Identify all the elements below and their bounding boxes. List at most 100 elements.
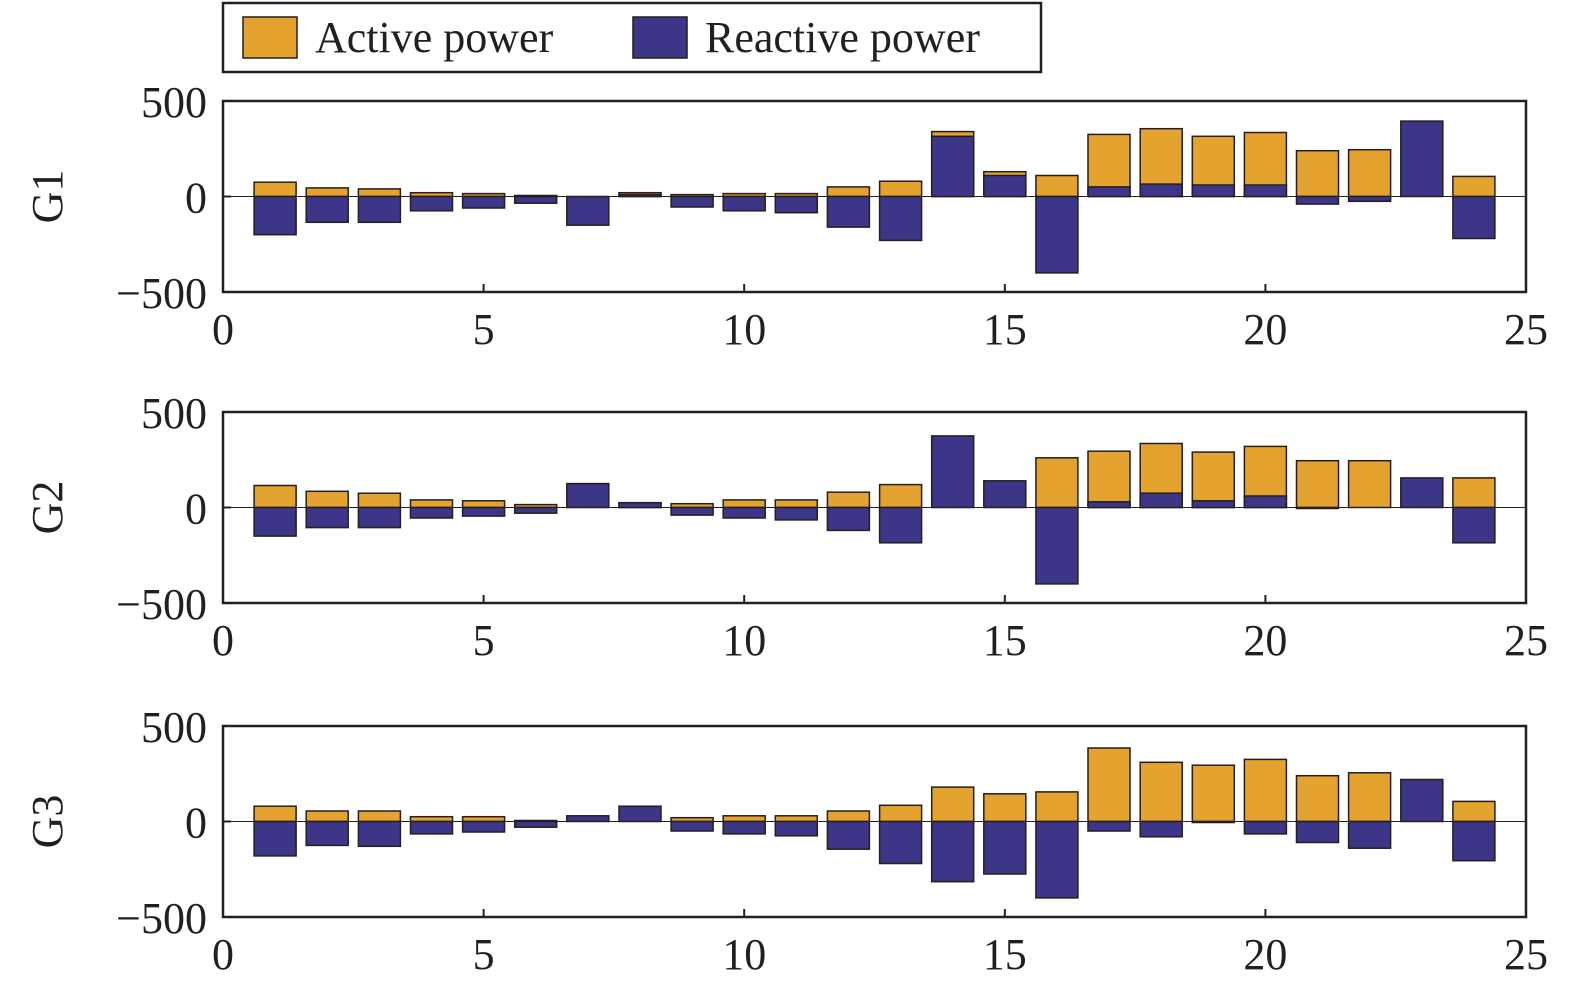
bar-reactive-g1-18	[1139, 183, 1183, 198]
bar-reactive-g2-14	[930, 435, 975, 509]
bar-reactive-g1-6	[513, 195, 558, 204]
bar-reactive-g2-10	[722, 506, 766, 519]
xtick-label: 0	[212, 305, 234, 354]
xtick-label: 5	[473, 305, 495, 354]
bar-active-g2-3	[357, 492, 402, 509]
bar-reactive-g3-10	[722, 820, 766, 835]
bar-reactive-g3-17	[1087, 820, 1131, 832]
bar-reactive-g1-7	[566, 195, 610, 226]
bar-reactive-g1-15	[983, 174, 1027, 198]
bar-active-g2-5	[461, 500, 506, 509]
bar-active-g2-12	[826, 491, 871, 509]
legend-frame	[221, 1, 1043, 74]
bar-active-g3-2	[305, 810, 349, 823]
xtick-label: 5	[473, 616, 495, 665]
bar-active-g3-15	[983, 793, 1027, 823]
bar-active-g3-3	[357, 810, 402, 823]
bar-reactive-g3-21	[1295, 820, 1340, 844]
bar-active-g3-22	[1347, 772, 1392, 823]
bar-reactive-g2-19	[1191, 500, 1236, 509]
bar-active-g3-11	[774, 815, 819, 823]
bar-reactive-g1-4	[409, 195, 454, 212]
bar-reactive-g3-4	[409, 820, 454, 835]
ytick-label: −500	[116, 269, 207, 318]
bar-active-g3-20	[1243, 758, 1288, 823]
bar-active-g3-21	[1295, 774, 1340, 823]
xtick-label: 25	[1504, 930, 1548, 979]
xtick-label: 15	[983, 616, 1027, 665]
bar-reactive-g1-22	[1347, 195, 1392, 203]
bar-reactive-g3-23	[1400, 778, 1444, 823]
bar-reactive-g2-1	[253, 506, 297, 537]
legend-label-active-power: Active power	[315, 13, 554, 62]
xtick-label: 25	[1504, 616, 1548, 665]
ytick-label: 0	[185, 485, 207, 534]
bar-active-g3-1	[253, 805, 297, 823]
bar-reactive-g1-12	[826, 195, 871, 228]
bar-reactive-g2-6	[513, 506, 558, 514]
series-reactive-power-g2	[253, 435, 1496, 585]
xtick-label: 10	[722, 305, 766, 354]
bar-reactive-g1-1	[253, 195, 297, 236]
bar-reactive-g3-8	[618, 805, 662, 823]
series-active-power-g2	[253, 442, 1496, 509]
bar-reactive-g3-7	[566, 815, 610, 823]
bar-active-g3-14	[930, 786, 975, 823]
xtick-label: 20	[1243, 616, 1287, 665]
bar-active-g3-19	[1191, 764, 1236, 823]
legend-label-reactive-power: Reactive power	[705, 13, 980, 62]
bar-reactive-g3-12	[826, 820, 871, 850]
bar-reactive-g3-11	[774, 820, 819, 837]
bar-reactive-g3-13	[878, 820, 923, 865]
bar-reactive-g3-1	[253, 820, 297, 857]
bar-active-g3-12	[826, 810, 871, 823]
bar-reactive-g3-9	[670, 820, 714, 832]
bar-reactive-g3-22	[1347, 820, 1392, 849]
bar-active-g1-12	[826, 186, 871, 198]
legend-swatch-reactive-power	[632, 16, 688, 59]
bar-reactive-g2-4	[409, 506, 454, 519]
bar-reactive-g3-5	[461, 820, 506, 833]
bar-active-g2-4	[409, 499, 454, 509]
bar-active-g1-3	[357, 188, 402, 198]
xtick-label: 10	[722, 930, 766, 979]
bar-active-g3-24	[1452, 800, 1496, 823]
series-active-power-g1	[253, 127, 1496, 198]
bar-active-g3-13	[878, 804, 923, 823]
bar-reactive-g2-20	[1243, 495, 1288, 509]
bar-reactive-g3-15	[983, 820, 1027, 875]
bar-reactive-g1-2	[305, 195, 349, 224]
xtick-label: 20	[1243, 930, 1287, 979]
xtick-label: 15	[983, 930, 1027, 979]
ytick-label: 500	[141, 389, 207, 438]
bar-active-g1-1	[253, 181, 297, 198]
bar-reactive-g3-3	[357, 820, 402, 848]
bar-active-g1-2	[305, 187, 349, 198]
bar-active-g3-10	[722, 815, 766, 823]
xtick-label: 10	[722, 616, 766, 665]
bar-reactive-g1-21	[1295, 195, 1340, 205]
bar-active-g2-2	[305, 490, 349, 509]
bar-reactive-g1-23	[1400, 120, 1444, 198]
ytick-label: 0	[185, 799, 207, 848]
bar-active-g2-19	[1191, 451, 1236, 509]
bar-reactive-g1-5	[461, 195, 506, 209]
xtick-label: 0	[212, 930, 234, 979]
bar-reactive-g3-6	[513, 820, 558, 828]
bar-active-g3-16	[1035, 791, 1079, 823]
bar-reactive-g2-2	[305, 506, 349, 529]
bar-reactive-g1-24	[1452, 195, 1496, 240]
bar-active-g2-21	[1295, 459, 1340, 509]
bar-active-g2-11	[774, 499, 819, 509]
bar-active-g2-16	[1035, 457, 1079, 509]
bar-reactive-g2-9	[670, 506, 714, 516]
bar-reactive-g3-20	[1243, 820, 1288, 835]
bar-reactive-g1-17	[1087, 186, 1131, 198]
bar-reactive-g1-9	[670, 195, 714, 208]
bar-active-g1-24	[1452, 175, 1496, 198]
bar-reactive-g1-14	[930, 135, 975, 198]
